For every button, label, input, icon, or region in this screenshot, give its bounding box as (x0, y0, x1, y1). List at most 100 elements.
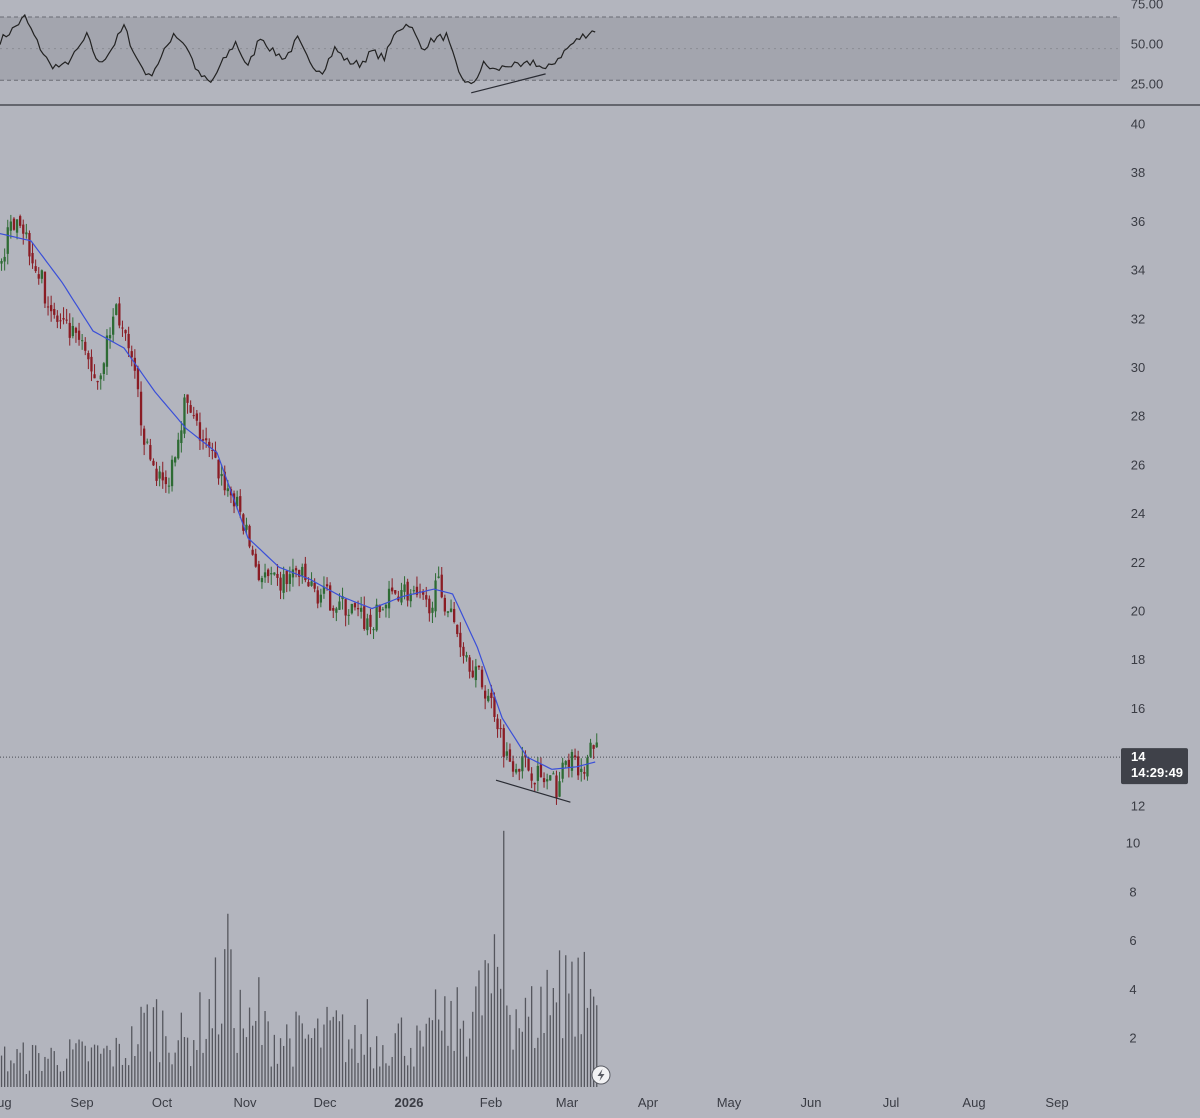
volume-bar (558, 950, 561, 1087)
candle (201, 439, 205, 441)
volume-bar (450, 1000, 452, 1087)
volume-bar (165, 1036, 167, 1087)
candle (285, 570, 288, 585)
candle (524, 754, 527, 758)
candle (31, 252, 34, 264)
candle (158, 471, 161, 479)
volume-bar (481, 1015, 483, 1087)
volume-bar (391, 1056, 393, 1087)
candle (211, 450, 214, 452)
volume-bar (583, 951, 585, 1087)
volume-bar (261, 1044, 263, 1087)
volume-bar (174, 1052, 176, 1087)
volume-bar (453, 1050, 455, 1087)
candle (3, 256, 6, 262)
volume-bar (31, 1044, 34, 1087)
volume-bar (255, 1020, 257, 1087)
volume-bar (59, 1071, 62, 1087)
price-axis[interactable]: 121416182022242628303234363840246810 (1126, 117, 1145, 1046)
volume-bar (425, 1023, 427, 1087)
volume-bar (580, 1034, 582, 1087)
volume-bar (19, 1052, 21, 1087)
volume-bar (428, 1017, 430, 1087)
volume-bar (270, 1066, 272, 1087)
volume-bar (475, 986, 477, 1087)
candle (74, 327, 78, 333)
candle (298, 569, 301, 577)
volume-bar (487, 963, 489, 1087)
volume-bar (385, 1063, 387, 1087)
candle (515, 769, 518, 773)
volume-bar (431, 1020, 434, 1087)
candle (183, 397, 186, 434)
volume-bar (217, 1034, 220, 1087)
price-tick-label: 36 (1131, 214, 1145, 229)
rsi-pane (0, 13, 1120, 94)
candle (446, 611, 450, 613)
volume-tick-label: 10 (1126, 836, 1140, 851)
candle (412, 590, 415, 592)
candle (214, 450, 217, 458)
candle (22, 224, 25, 234)
candle (170, 459, 174, 487)
candle (276, 573, 279, 578)
candle (384, 604, 388, 609)
candle (174, 457, 177, 463)
volume-bar (332, 1016, 334, 1087)
volume-bar (87, 1061, 89, 1087)
rsi-trendline (471, 73, 546, 94)
candle (161, 472, 164, 481)
candle (542, 778, 546, 783)
volume-bar (357, 1062, 359, 1087)
candle (251, 549, 254, 555)
volume-bar (140, 1006, 142, 1087)
volume-bar (159, 1062, 161, 1087)
candle (99, 375, 102, 380)
volume-bar (279, 1038, 282, 1087)
candle (25, 232, 28, 235)
volume-bar (363, 1054, 365, 1087)
volume-bar (258, 977, 260, 1087)
candle (316, 590, 319, 604)
price-tick-label: 22 (1131, 555, 1145, 570)
candle (329, 585, 332, 611)
volume-bar (438, 1019, 440, 1087)
candle (363, 606, 366, 630)
volume-bar (379, 1066, 381, 1087)
candle (372, 629, 375, 631)
candle (391, 587, 394, 592)
candle (440, 574, 443, 598)
volume-bar (444, 996, 446, 1087)
volume-bar (469, 1038, 471, 1087)
candle (279, 577, 282, 591)
candle (15, 219, 19, 233)
candle (527, 758, 530, 771)
volume-bar (106, 1045, 108, 1087)
candle (223, 471, 226, 491)
time-axis[interactable]: Aug Sep Oct Nov Dec 2026 Feb Mar Apr May Jun Jul Aug… (0, 1095, 1069, 1110)
volume-tick-label: 6 (1129, 933, 1136, 948)
candle (248, 525, 251, 547)
candle (561, 762, 564, 779)
candle (490, 692, 493, 699)
volume-bar (121, 1064, 124, 1087)
candle (549, 775, 552, 781)
volume-bar (289, 1038, 291, 1087)
candle (468, 657, 471, 672)
candle (319, 594, 322, 603)
lightning-icon[interactable] (591, 1065, 611, 1085)
volume-bar (537, 1037, 539, 1087)
rsi-line (0, 13, 596, 85)
volume-bar (162, 1010, 164, 1087)
candle (583, 772, 586, 774)
time-tick-label: 2026 (395, 1095, 424, 1110)
volume-bar (484, 960, 486, 1087)
candle (406, 581, 409, 601)
candle (428, 598, 431, 614)
time-tick-label: Feb (480, 1095, 502, 1110)
volume-bar (574, 1036, 576, 1087)
candle (127, 333, 130, 349)
candle (189, 405, 192, 413)
